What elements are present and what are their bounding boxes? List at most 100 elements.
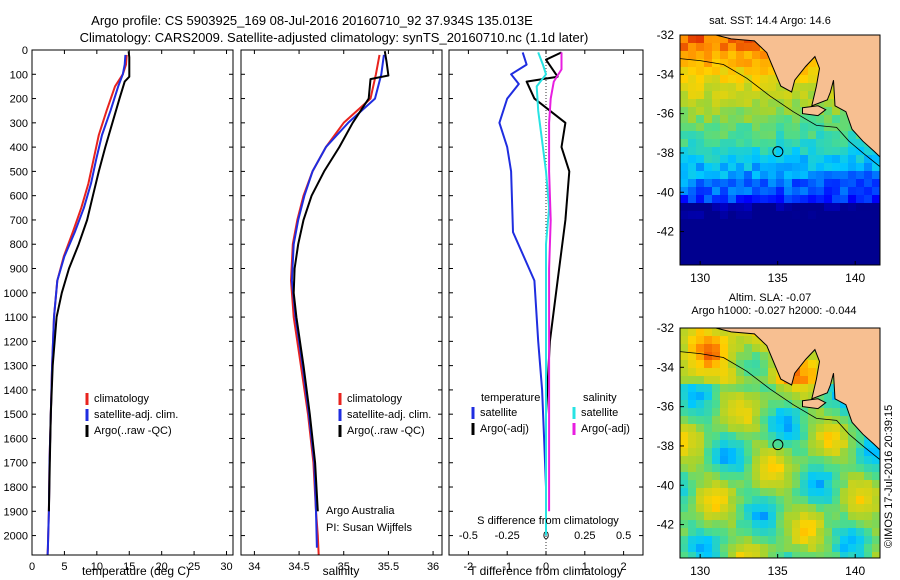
map-cell [840, 187, 848, 195]
map-cell [752, 187, 760, 195]
map-cell [720, 235, 728, 243]
map-cell [768, 195, 776, 203]
map-cell [808, 235, 816, 243]
map-cell [680, 440, 688, 448]
map-cell [776, 147, 784, 155]
map-cell [768, 544, 776, 552]
map-cell [736, 99, 744, 107]
map-cell [768, 432, 776, 440]
map-cell [824, 131, 832, 139]
map-cell [832, 456, 840, 464]
map-cell [816, 179, 824, 187]
map-cell [728, 544, 736, 552]
map-cell [808, 408, 816, 416]
map-cell [760, 552, 768, 558]
y-tick-label: -42 [657, 518, 675, 532]
map-cell [784, 456, 792, 464]
map-cell [696, 536, 704, 544]
map-cell [704, 259, 712, 265]
map-cell [688, 251, 696, 259]
map-cell [728, 528, 736, 536]
map-cell [752, 528, 760, 536]
map-cell [824, 544, 832, 552]
map-cell [872, 259, 880, 265]
map-cell [736, 51, 744, 59]
map-cell [752, 67, 760, 75]
legend-title-salinity: salinity [583, 392, 617, 404]
map-cell [720, 171, 728, 179]
map-cell [784, 504, 792, 512]
map-cell [760, 203, 768, 211]
map-cell [792, 91, 800, 99]
series-line-salinity-argo-adj- [548, 52, 563, 512]
map-cell [848, 536, 856, 544]
map-cell [808, 360, 816, 368]
map-cell [680, 67, 688, 75]
map-cell [776, 432, 784, 440]
map-cell [688, 211, 696, 219]
map-cell [728, 43, 736, 51]
map-cell [864, 235, 872, 243]
map-cell [824, 496, 832, 504]
map-cell [752, 171, 760, 179]
salinity-xlabel: salinity [323, 564, 360, 578]
map-cell [832, 155, 840, 163]
map-cell [736, 171, 744, 179]
map-cell [832, 440, 840, 448]
map-cell [680, 115, 688, 123]
map-cell [848, 251, 856, 259]
temperature-xlabel: temperature (deg C) [82, 564, 190, 578]
map-cell [776, 456, 784, 464]
map-cell [848, 155, 856, 163]
map-cell [696, 179, 704, 187]
map-cell [688, 107, 696, 115]
map-cell [824, 552, 832, 558]
map-cell [712, 195, 720, 203]
map-cell [712, 99, 720, 107]
map-cell [800, 259, 808, 265]
map-cell [696, 328, 704, 336]
y-tick-label: 1200 [4, 336, 28, 348]
map-cell [784, 472, 792, 480]
map-cell [800, 360, 808, 368]
map-cell [832, 163, 840, 171]
map-cell [752, 344, 760, 352]
map-cell [776, 227, 784, 235]
map-cell [824, 520, 832, 528]
map-cell [696, 408, 704, 416]
map-cell [752, 368, 760, 376]
map-cell [736, 368, 744, 376]
map-cell [792, 536, 800, 544]
map-cell [712, 344, 720, 352]
map-cell [808, 227, 816, 235]
map-cell [744, 155, 752, 163]
map-cell [704, 171, 712, 179]
map-cell [704, 123, 712, 131]
map-cell [768, 448, 776, 456]
map-cell [688, 35, 696, 43]
map-cell [744, 59, 752, 67]
map-cell [760, 67, 768, 75]
map-cell [688, 163, 696, 171]
map-cell [800, 552, 808, 558]
map-cell [768, 552, 776, 558]
map-cell [800, 227, 808, 235]
map-cell [808, 139, 816, 147]
map-cell [776, 243, 784, 251]
map-cell [808, 512, 816, 520]
map-cell [784, 211, 792, 219]
map-cell [720, 408, 728, 416]
map-cell [752, 195, 760, 203]
map-cell [848, 235, 856, 243]
map-cell [744, 384, 752, 392]
map-cell [768, 408, 776, 416]
map-cell [808, 544, 816, 552]
map-cell [872, 171, 880, 179]
map-cell [832, 243, 840, 251]
map-cell [872, 496, 880, 504]
map-cell [760, 83, 768, 91]
map-cell [728, 448, 736, 456]
map-cell [856, 179, 864, 187]
map-cell [800, 179, 808, 187]
map-cell [720, 440, 728, 448]
